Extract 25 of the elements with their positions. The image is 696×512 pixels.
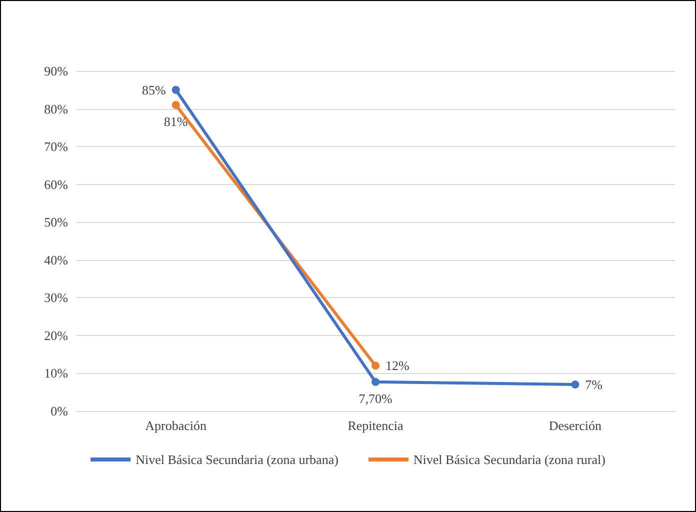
data-label: 7,70% — [358, 390, 392, 406]
y-tick-label: 70% — [44, 139, 68, 154]
point — [172, 86, 180, 94]
point — [172, 101, 180, 109]
y-tick-label: 30% — [44, 290, 68, 306]
point — [372, 378, 380, 386]
y-tick-label: 20% — [44, 328, 68, 343]
y-tick-label: 60% — [44, 176, 68, 192]
x-tick-label: Deserción — [548, 418, 602, 433]
legend-label: Nivel Básica Secundaria (zona rural) — [413, 452, 606, 467]
y-tick-label: 80% — [44, 101, 68, 116]
y-tick-label: 50% — [44, 214, 68, 230]
point — [571, 380, 580, 389]
y-tick-label: 90% — [44, 64, 68, 78]
data-label: 12% — [386, 358, 410, 374]
y-tick-label: 40% — [44, 252, 68, 268]
data-label: 7% — [585, 377, 603, 392]
legend-label: Nivel Básica Secundaria (zona urbana) — [136, 452, 338, 467]
y-tick-label: 10% — [44, 366, 68, 381]
data-label: 85% — [142, 82, 166, 98]
x-tick-label: Repitencia — [348, 418, 404, 433]
point — [372, 362, 380, 370]
x-tick-label: Aprobación — [145, 418, 208, 433]
data-label: 81% — [164, 114, 188, 129]
y-tick-label: 0% — [50, 404, 68, 418]
